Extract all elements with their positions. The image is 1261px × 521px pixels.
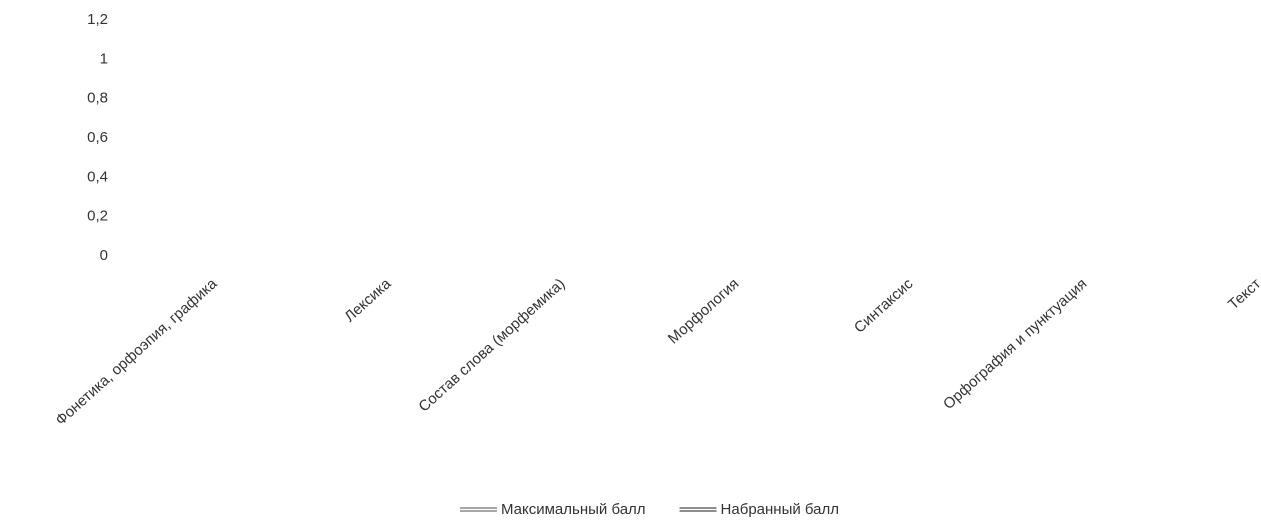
y-tick-label: 1,2: [87, 11, 108, 28]
y-tick-label: 0,6: [87, 129, 108, 146]
x-tick-label: Состав слова (морфемика): [415, 275, 568, 415]
legend-label: Набранный балл: [721, 501, 839, 518]
y-tick-label: 0,8: [87, 90, 108, 107]
y-tick-label: 0,4: [87, 168, 108, 185]
legend-label: Максимальный балл: [501, 501, 646, 518]
y-tick-label: 0,2: [87, 208, 108, 225]
x-tick-label: Лексика: [341, 275, 395, 326]
x-tick-label: Орфография и пунктуация: [940, 275, 1090, 413]
x-tick-label: Фонетика, орфоэпия, графика: [52, 275, 221, 429]
x-tick-label: Морфология: [665, 275, 742, 347]
x-tick-label: Текст: [1225, 275, 1261, 313]
x-tick-label: Синтаксис: [851, 275, 917, 337]
y-tick-label: 0: [100, 247, 108, 264]
y-tick-label: 1: [100, 50, 108, 67]
